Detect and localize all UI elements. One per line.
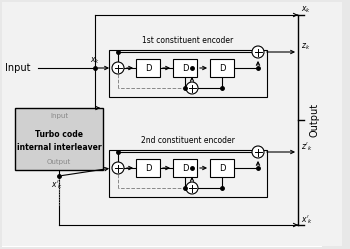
Text: $x_k$: $x_k$ (90, 56, 100, 66)
Text: Output: Output (47, 159, 71, 165)
Text: Input: Input (50, 113, 68, 119)
Circle shape (112, 62, 124, 74)
Bar (173, 59, 197, 77)
Circle shape (252, 146, 264, 158)
Text: D: D (219, 164, 225, 173)
Bar (15, 108, 103, 170)
Text: 1st constituent encoder: 1st constituent encoder (142, 36, 234, 45)
Circle shape (186, 182, 198, 194)
Text: D: D (219, 63, 225, 72)
Bar (109, 50, 267, 97)
Text: D: D (182, 164, 188, 173)
Bar (210, 159, 234, 177)
Text: D: D (145, 63, 151, 72)
Bar (109, 150, 267, 197)
Text: $z_k$: $z_k$ (301, 42, 310, 52)
Text: $z'_k$: $z'_k$ (301, 141, 313, 153)
Bar (136, 59, 160, 77)
Circle shape (112, 162, 124, 174)
Circle shape (252, 46, 264, 58)
Text: D: D (145, 164, 151, 173)
Circle shape (186, 82, 198, 94)
Text: $x_k$: $x_k$ (301, 5, 311, 15)
Text: D: D (182, 63, 188, 72)
Bar (173, 159, 197, 177)
Bar (136, 159, 160, 177)
Bar (210, 59, 234, 77)
Text: $x'_k$: $x'_k$ (301, 214, 313, 226)
Text: $x'_k$: $x'_k$ (51, 179, 63, 191)
Text: Output: Output (309, 103, 319, 137)
Text: Turbo code
internal interleaver: Turbo code internal interleaver (17, 130, 101, 152)
Text: 2nd constituent encoder: 2nd constituent encoder (141, 136, 235, 145)
Text: Input: Input (5, 63, 30, 73)
